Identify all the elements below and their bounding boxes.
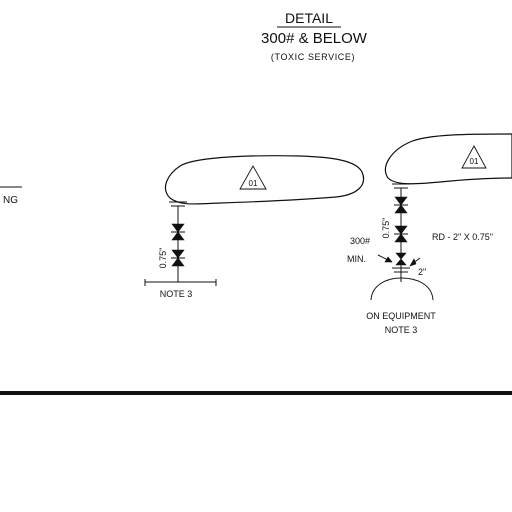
detail-service-note: (TOXIC SERVICE): [271, 52, 355, 62]
left-revision-triangle: [239, 165, 267, 190]
right-size-label: 2": [418, 267, 426, 277]
left-edge-label: NG: [3, 195, 18, 206]
left-note-label: NOTE 3: [160, 289, 193, 299]
right-dimension-label: 0.75": [381, 218, 391, 239]
right-equipment-dome: [370, 277, 434, 301]
left-lower-valve: [171, 249, 185, 267]
right-revision-triangle: [461, 145, 487, 169]
right-size-arrowhead: [409, 258, 417, 267]
right-lower-valve: [394, 225, 408, 243]
right-revision-tag: 01: [470, 157, 479, 166]
right-min-label: MIN.: [347, 254, 366, 264]
right-revision-cloud: [384, 133, 512, 185]
left-dimension-label: 0.75": [158, 248, 168, 269]
right-upper-valve: [394, 196, 408, 214]
left-revision-tag: 01: [249, 179, 258, 188]
sheet-border-line: [0, 391, 512, 395]
right-min-valve: [395, 252, 407, 266]
right-equipment-label: ON EQUIPMENT: [366, 311, 436, 321]
right-min-arrowhead: [384, 256, 393, 263]
detail-title: DETAIL: [285, 10, 333, 26]
left-revision-cloud: [165, 155, 365, 205]
right-pressure-label: 300#: [350, 236, 370, 246]
left-upper-valve: [171, 223, 185, 241]
right-note-label: NOTE 3: [385, 325, 418, 335]
detail-subtitle: 300# & BELOW: [261, 30, 368, 47]
right-rd-label: RD - 2" X 0.75": [432, 232, 493, 242]
